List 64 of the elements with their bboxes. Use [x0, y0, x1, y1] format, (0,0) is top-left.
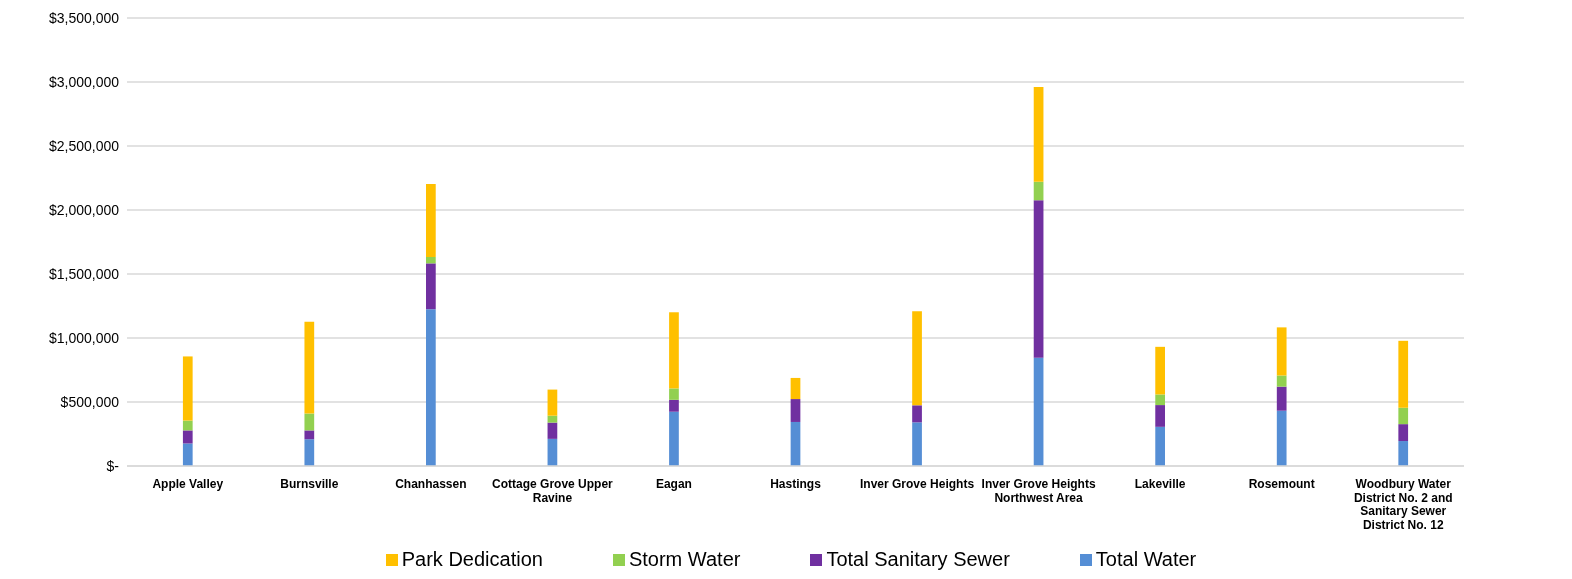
x-tick-label: Apple Valley [152, 477, 224, 491]
legend-label: Storm Water [627, 548, 741, 571]
bar [426, 263, 436, 310]
bar [1155, 405, 1165, 427]
x-tick-label: Lakeville [1134, 477, 1186, 491]
bar [1398, 441, 1409, 466]
legend-label: Total Water [1094, 548, 1197, 571]
bar [1033, 86, 1044, 182]
bar [182, 356, 193, 421]
bar [1276, 327, 1287, 376]
bar [547, 422, 558, 439]
bar [790, 399, 801, 422]
bar [669, 399, 679, 412]
y-tick-label: $3,500,000 [48, 9, 120, 26]
bar [1398, 424, 1409, 442]
legend-label: Total Sanitary Sewer [825, 548, 1010, 571]
y-tick-label: $1,500,000 [48, 265, 120, 282]
bar [1155, 426, 1165, 466]
bar [426, 309, 436, 466]
bar [790, 377, 801, 400]
bar [304, 321, 315, 414]
bar [1033, 181, 1044, 201]
x-tick-label: Burnsville [280, 477, 339, 491]
legend-label: Park Dedication [400, 548, 543, 571]
bar [669, 388, 679, 400]
bar [1276, 386, 1287, 411]
x-tick-label: Inver Grove Heights [860, 477, 975, 491]
y-tick-label: $3,000,000 [48, 73, 120, 90]
x-tick-label: Hastings [770, 477, 822, 491]
x-tick-label: Cottage Grove Upper Ravine [492, 477, 614, 505]
bar [790, 421, 801, 466]
bar [547, 415, 558, 423]
bar [182, 430, 193, 444]
x-tick-label: Inver Grove Heights Northwest Area [981, 477, 1096, 505]
bar [912, 422, 922, 466]
bar [1276, 375, 1287, 387]
bar [304, 439, 315, 466]
bar [1398, 407, 1409, 425]
bar [426, 256, 436, 264]
bar [1155, 394, 1165, 406]
y-tick-label: $2,000,000 [48, 201, 120, 218]
bar [182, 420, 193, 431]
x-tick-label: Woodbury Water District No. 2 and Sanitary Sewer District No. 12 [1353, 477, 1453, 532]
bar [1033, 200, 1044, 358]
bar [1033, 357, 1044, 466]
y-tick-label: $- [106, 457, 120, 474]
bar [547, 389, 558, 416]
y-tick-label: $1,000,000 [48, 329, 120, 346]
bar [669, 411, 679, 466]
x-tick-label: Eagan [655, 477, 692, 491]
bar [1398, 340, 1409, 408]
y-tick-label: $2,500,000 [48, 137, 120, 154]
y-tick-label: $500,000 [60, 393, 120, 410]
x-tick-label: Chanhassen [395, 477, 467, 491]
x-tick-label: Rosemount [1248, 477, 1315, 491]
bar [304, 430, 315, 440]
bar [1155, 346, 1165, 395]
bar [304, 413, 315, 431]
bar [912, 405, 922, 423]
bar [669, 312, 679, 389]
bar [182, 443, 193, 466]
bar [912, 311, 922, 406]
bar [1276, 410, 1287, 466]
bar [426, 184, 436, 257]
